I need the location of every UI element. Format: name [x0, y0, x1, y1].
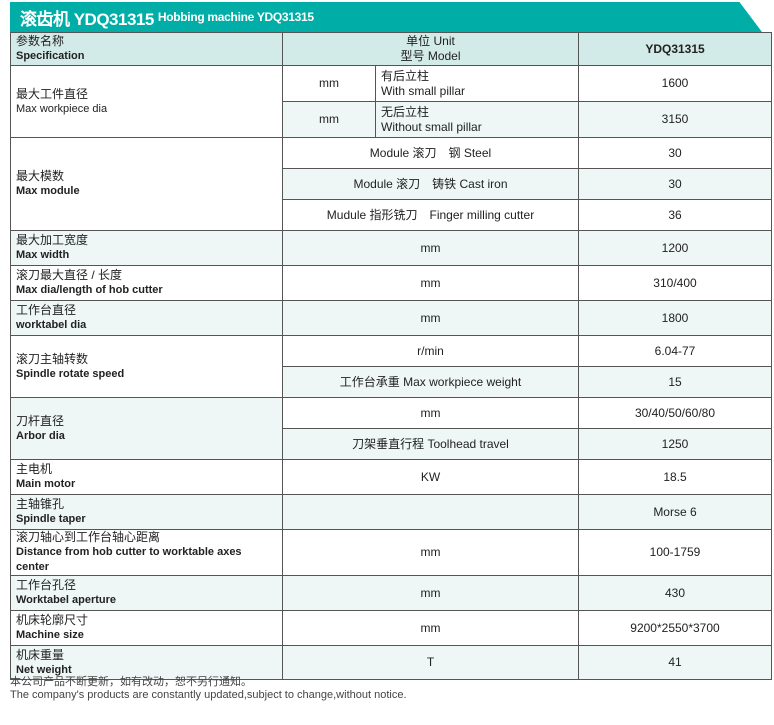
title-bar: 滚齿机 YDQ31315 Hobbing machine YDQ31315 [10, 2, 762, 32]
unit-cell: mm [282, 575, 579, 611]
row-label: 机床重量 Net weight [10, 645, 283, 680]
footer-zh: 本公司产品不断更新，如有改动，恕不另行通知。 [10, 676, 252, 688]
value-cell: 100-1759 [578, 529, 772, 576]
table-row: 工作台直径 worktabel dia mm 1800 [10, 300, 772, 336]
value-cell: 15 [578, 366, 772, 398]
unit-cell: Module 滚刀 铸铁 Cast iron [282, 168, 579, 200]
table-row: 主轴锥孔 Spindle taper Morse 6 [10, 494, 772, 530]
table-row: 滚刀最大直径 / 长度 Max dia/length of hob cutter … [10, 265, 772, 301]
value-cell: Morse 6 [578, 494, 772, 530]
value-cell: 1800 [578, 300, 772, 336]
unit-cell: Module 滚刀 钢 Steel [282, 137, 579, 169]
title-zh: 滚齿机 YDQ31315 [20, 9, 154, 29]
table-row: 机床重量 Net weight T 41 [10, 645, 772, 680]
row-label: 主轴锥孔 Spindle taper [10, 494, 283, 530]
unit-cell: r/min [282, 335, 579, 367]
unit-cell [282, 494, 579, 530]
header-row: 参数名称 Specification 单位 Unit 型号 Model YDQ313… [10, 32, 772, 66]
unit-cell: 刀架垂直行程 Toolhead travel [282, 428, 579, 460]
value-cell: 41 [578, 645, 772, 680]
table-row: 主电机 Main motor KW 18.5 [10, 459, 772, 495]
row-label: 最大工件直径 Max workpiece dia [10, 65, 283, 138]
table-row: 工作台孔径 Worktabel aperture mm 430 [10, 575, 772, 611]
value-cell: 30 [578, 137, 772, 169]
header-spec: 参数名称 Specification [10, 32, 283, 66]
unit-cell: mm [282, 529, 579, 576]
unit-cell: Mudule 指形铣刀 Finger milling cutter [282, 199, 579, 231]
title-en: Hobbing machine YDQ31315 [157, 10, 314, 24]
row-label: 最大模数 Max module [10, 137, 283, 231]
value-cell: 9200*2550*3700 [578, 610, 772, 646]
unit-cell: mm [282, 101, 376, 138]
table-row: 刀杆直径 Arbor dia mm 30/40/50/60/80 [10, 397, 772, 460]
table-row: 最大工件直径 Max workpiece dia mm 有后立柱 With smal… [10, 65, 772, 138]
table-row: 滚刀主轴转数 Spindle rotate speed r/min 6.04-77 [10, 335, 772, 398]
row-label: 主电机 Main motor [10, 459, 283, 495]
value-cell: 310/400 [578, 265, 772, 301]
value-cell: 18.5 [578, 459, 772, 495]
row-label: 工作台直径 worktabel dia [10, 300, 283, 336]
row-label: 机床轮廓尺寸 Machine size [10, 610, 283, 646]
unit-cell: mm [282, 65, 376, 102]
unit-cell: mm [282, 265, 579, 301]
note-cell: 无后立柱 Without small pillar [375, 101, 579, 138]
value-cell: 36 [578, 199, 772, 231]
table-row: 最大加工宽度 Max width mm 1200 [10, 230, 772, 266]
unit-cell: mm [282, 300, 579, 336]
value-cell: 1600 [578, 65, 772, 102]
spec-table: 参数名称 Specification 单位 Unit 型号 Model YDQ313… [10, 32, 772, 680]
value-cell: 30 [578, 168, 772, 200]
unit-cell: mm [282, 230, 579, 266]
unit-cell: mm [282, 397, 579, 429]
value-cell: 6.04-77 [578, 335, 772, 367]
footer-note: 本公司产品不断更新，如有改动，恕不另行通知。 The company's pro… [10, 676, 407, 702]
row-label: 刀杆直径 Arbor dia [10, 397, 283, 460]
header-unit: 单位 Unit 型号 Model [282, 32, 579, 66]
unit-cell: KW [282, 459, 579, 495]
footer-en: The company's products are constantly up… [10, 689, 407, 701]
row-label: 最大加工宽度 Max width [10, 230, 283, 266]
row-label: 滚刀主轴转数 Spindle rotate speed [10, 335, 283, 398]
header-model: YDQ31315 [578, 32, 772, 66]
unit-cell: T [282, 645, 579, 680]
table-row: Mudule 指形铣刀 Finger milling cutter 36 [11, 199, 772, 231]
value-cell: 1200 [578, 230, 772, 266]
value-cell: 430 [578, 575, 772, 611]
value-cell: 1250 [578, 428, 772, 460]
table-row: 最大模数 Max module Module 滚刀 钢 Steel 30 [10, 137, 772, 231]
value-cell: 3150 [578, 101, 772, 138]
unit-cell: mm [282, 610, 579, 646]
unit-cell: 工作台承重 Max workpiece weight [282, 366, 579, 398]
value-cell: 30/40/50/60/80 [578, 397, 772, 429]
row-label: 滚刀轴心到工作台轴心距离 Distance from hob cutter to … [10, 529, 283, 576]
note-cell: 有后立柱 With small pillar [375, 65, 579, 102]
table-row: 机床轮廓尺寸 Machine size mm 9200*2550*3700 [10, 610, 772, 646]
row-label: 滚刀最大直径 / 长度 Max dia/length of hob cutter [10, 265, 283, 301]
row-label: 工作台孔径 Worktabel aperture [10, 575, 283, 611]
table-row: 滚刀轴心到工作台轴心距离 Distance from hob cutter to … [10, 529, 772, 576]
